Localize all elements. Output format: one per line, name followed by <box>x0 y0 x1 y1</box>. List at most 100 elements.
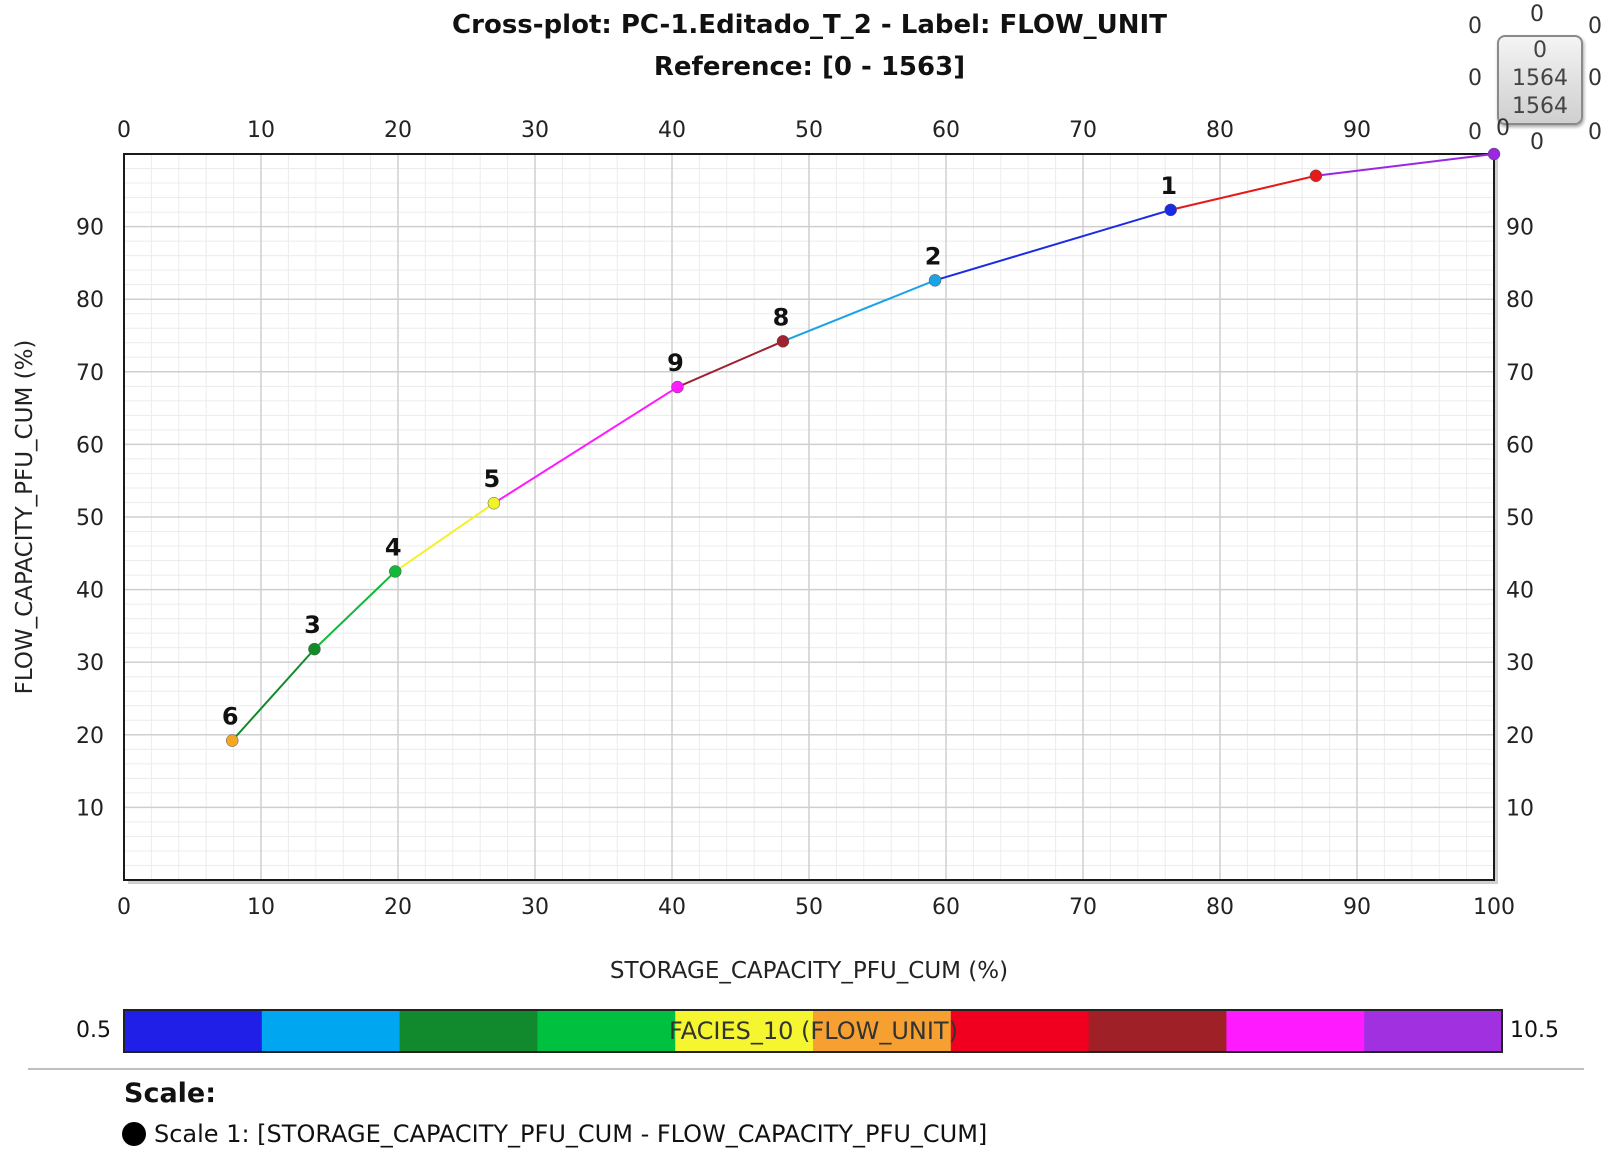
data-point-label: 4 <box>385 533 402 561</box>
x-tick-label-bottom: 10 <box>247 895 275 920</box>
x-tick-label-bottom: 80 <box>1206 895 1234 920</box>
zoom-value-top: 0 <box>1530 2 1544 27</box>
data-point <box>1164 203 1177 217</box>
colorbar-frame <box>123 1009 1503 1053</box>
x-tick-label-bottom: 30 <box>521 895 549 920</box>
data-point <box>1309 169 1323 183</box>
colorbar-segment <box>950 1010 1090 1052</box>
colorbar-segment <box>261 1010 401 1052</box>
data-point <box>776 335 790 348</box>
colorbar-segment <box>675 1010 814 1052</box>
series-segment <box>782 279 936 343</box>
zoom-reset-button[interactable]: 0 1564 1564 <box>1497 35 1583 125</box>
colorbar-segment <box>1226 1010 1365 1052</box>
x-tick-label-bottom: 70 <box>1069 895 1097 920</box>
zoom-value-right-bottom: 0 <box>1588 120 1602 145</box>
x-tick-label-top: 60 <box>932 118 960 143</box>
y-tick-label-right: 80 <box>1506 288 1534 313</box>
series-segment <box>231 648 316 742</box>
series-segment <box>493 386 679 505</box>
series-segment <box>313 570 396 650</box>
data-point <box>487 496 501 510</box>
zoom-value-right-top: 0 <box>1588 14 1602 39</box>
y-tick-label-left: 80 <box>76 288 104 313</box>
zoom-box-line-1: 0 <box>1533 38 1547 63</box>
scale-title: Scale: <box>124 1078 217 1109</box>
zoom-value-right-mid: 0 <box>1588 66 1602 91</box>
y-tick-label-left: 90 <box>76 216 104 241</box>
data-point <box>928 274 942 287</box>
data-point-label: 5 <box>484 465 501 493</box>
y-tick-label-left: 70 <box>76 361 104 386</box>
zoom-value-left-top: 0 <box>1468 14 1482 39</box>
colorbar-max-label: 10.5 <box>1510 1018 1559 1043</box>
colorbar-segment <box>1088 1010 1227 1052</box>
data-point-label: 3 <box>304 611 321 639</box>
y-tick-label-right: 40 <box>1506 579 1534 604</box>
x-tick-label-top: 10 <box>247 118 275 143</box>
y-axis-label: FLOW_CAPACITY_PFU_CUM (%) <box>12 340 38 695</box>
series-segment <box>934 208 1171 282</box>
x-tick-label-top: 20 <box>384 118 412 143</box>
zoom-value-left-mid: 0 <box>1468 66 1482 91</box>
x-tick-label-top: 90 <box>1343 118 1371 143</box>
y-tick-label-right: 70 <box>1506 361 1534 386</box>
y-tick-label-right: 50 <box>1506 506 1534 531</box>
zoom-value-bottom: 0 <box>1530 130 1544 155</box>
y-tick-label-left: 30 <box>76 651 104 676</box>
x-tick-label-top: 40 <box>658 118 686 143</box>
y-tick-label-left: 20 <box>76 724 104 749</box>
data-point-label: 1 <box>1160 172 1177 200</box>
data-point <box>1487 147 1501 161</box>
colorbar-segment <box>1364 1010 1503 1052</box>
chart-title: Cross-plot: PC-1.Editado_T_2 - Label: FL… <box>452 10 1167 40</box>
x-tick-label-top: 70 <box>1069 118 1097 143</box>
x-tick-label-top: 30 <box>521 118 549 143</box>
zoom-box-line-4: 0 <box>1496 116 1510 141</box>
x-tick-label-top: 80 <box>1206 118 1234 143</box>
data-point <box>308 642 321 656</box>
colorbar-min-label: 0.5 <box>76 1018 111 1043</box>
reference-range: Reference: [0 - 1563] <box>653 52 966 82</box>
data-point-label: 8 <box>773 303 790 331</box>
y-tick-label-right: 30 <box>1506 651 1534 676</box>
y-tick-label-left: 50 <box>76 506 104 531</box>
plot-frame <box>123 153 1495 881</box>
x-tick-label-bottom: 40 <box>658 895 686 920</box>
data-point-label: 6 <box>222 703 239 731</box>
divider <box>28 1068 1584 1070</box>
colorbar-segment <box>813 1010 952 1052</box>
scale-legend-label: Scale 1: [STORAGE_CAPACITY_PFU_CUM - FLO… <box>154 1120 988 1148</box>
series-segment <box>677 340 784 388</box>
x-tick-label-bottom: 0 <box>117 895 131 920</box>
y-tick-label-left: 10 <box>76 796 104 821</box>
colorbar-segment <box>399 1010 538 1052</box>
y-tick-label-right: 90 <box>1506 216 1534 241</box>
data-point <box>389 565 402 578</box>
x-tick-label-bottom: 60 <box>932 895 960 920</box>
scale-legend-item[interactable]: Scale 1: [STORAGE_CAPACITY_PFU_CUM - FLO… <box>122 1120 987 1148</box>
colorbar-segment <box>124 1010 263 1052</box>
y-tick-label-right: 20 <box>1506 724 1534 749</box>
data-point-label: 9 <box>667 349 684 377</box>
series-segment <box>1170 174 1317 211</box>
x-tick-label-bottom: 100 <box>1473 895 1515 920</box>
data-point-label: 2 <box>925 242 942 270</box>
data-point <box>225 734 239 747</box>
x-tick-label-bottom: 90 <box>1343 895 1371 920</box>
scale-dot-icon <box>122 1122 146 1146</box>
zoom-box-line-3: 1564 <box>1512 94 1568 119</box>
x-axis-label: STORAGE_CAPACITY_PFU_CUM (%) <box>610 958 1008 984</box>
y-tick-label-left: 60 <box>76 433 104 458</box>
series-segment <box>1315 153 1495 177</box>
y-tick-label-left: 40 <box>76 579 104 604</box>
zoom-box-line-2: 1564 <box>1512 66 1568 91</box>
y-tick-label-right: 60 <box>1506 433 1534 458</box>
x-tick-label-bottom: 20 <box>384 895 412 920</box>
data-point <box>671 380 684 394</box>
x-tick-label-top: 0 <box>117 118 131 143</box>
y-tick-label-right: 10 <box>1506 796 1534 821</box>
x-tick-label-bottom: 50 <box>795 895 823 920</box>
series-segment <box>394 502 495 573</box>
